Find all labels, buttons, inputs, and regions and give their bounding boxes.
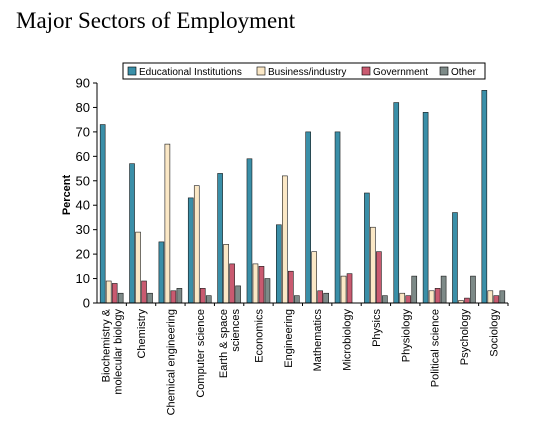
bar (158, 241, 165, 304)
bar (217, 173, 223, 304)
bar (235, 285, 241, 304)
legend-swatch (361, 66, 371, 76)
bar (193, 185, 200, 304)
bar (346, 273, 353, 304)
legend-label: Other (451, 67, 477, 78)
y-tick-label: 20 (76, 247, 90, 262)
x-tick-label: Mathematics (312, 309, 324, 372)
bar (399, 292, 406, 304)
bar (105, 280, 112, 304)
x-tick-label: Physiology (400, 309, 412, 363)
bar (282, 175, 288, 304)
x-tick-label: Biochemistry & (101, 308, 113, 382)
legend: Educational Institutions Business/industr… (122, 62, 486, 80)
y-axis-label: Percent (61, 174, 73, 215)
y-tick-label: 60 (76, 149, 90, 164)
bar (370, 226, 376, 304)
bar (481, 90, 488, 304)
bar (311, 251, 317, 304)
x-tick-label: Earth & space (218, 309, 230, 378)
y-tick-label: 30 (76, 222, 90, 237)
legend-label: Government (373, 67, 428, 78)
bar (117, 292, 124, 304)
x-tick-label: Chemistry (136, 309, 148, 359)
bar (258, 266, 265, 304)
y-tick-label: 10 (76, 271, 90, 286)
bars-group (99, 90, 506, 304)
bar (405, 295, 412, 304)
bar (187, 197, 194, 304)
bar (111, 283, 118, 304)
bar (340, 275, 347, 304)
bar (288, 270, 294, 304)
bar (317, 290, 323, 304)
bar (229, 263, 235, 304)
bar (135, 231, 141, 304)
bar (428, 290, 435, 304)
x-tick-label: Microbiology (342, 309, 354, 371)
bar (499, 290, 506, 304)
bar (440, 275, 447, 304)
bar (411, 275, 418, 304)
bar (264, 278, 271, 304)
bar (452, 212, 458, 304)
bar (276, 224, 282, 304)
x-tick-label: Psychology (459, 309, 471, 366)
bar (205, 295, 212, 304)
bar (334, 131, 341, 304)
x-tick-label: Political science (430, 309, 442, 387)
page-title: Major Sectors of Employment (16, 8, 296, 33)
bar (493, 295, 500, 304)
bar (376, 251, 382, 304)
bar (434, 288, 441, 304)
x-tick-label: Computer science (195, 309, 207, 398)
bar (164, 143, 171, 304)
x-tick-label: Economics (253, 309, 265, 363)
y-tick-label: 90 (76, 76, 90, 91)
x-tick-label: Engineering (283, 309, 295, 368)
bar (129, 163, 135, 304)
bar (294, 295, 300, 304)
bar (393, 102, 400, 304)
y-tick-label: 80 (76, 100, 90, 115)
y-tick-label: 70 (76, 124, 90, 139)
bar (470, 275, 476, 304)
bar (305, 131, 311, 304)
bar (199, 288, 206, 304)
x-tick-label: Chemical engineering (165, 309, 177, 415)
axes-group: 0 10 20 30 40 50 60 70 80 90 Percent Biochemistry &… (61, 76, 509, 415)
x-tick-label: Physics (371, 309, 383, 347)
legend-swatch (127, 66, 137, 76)
bar (170, 290, 177, 304)
bar (323, 292, 329, 304)
bar (382, 295, 388, 304)
bar (487, 290, 494, 304)
bar (464, 297, 470, 304)
legend-box (122, 62, 486, 80)
y-tick-label: 0 (83, 296, 90, 311)
x-tick-label: Sociology (488, 309, 500, 357)
bar (246, 158, 253, 304)
y-tick-label: 40 (76, 198, 90, 213)
legend-swatch (439, 66, 449, 76)
legend-swatch (256, 66, 266, 76)
bar (147, 292, 153, 304)
bar (99, 124, 106, 304)
y-tick-label: 50 (76, 173, 90, 188)
legend-label: Educational Institutions (139, 67, 242, 78)
bar (141, 280, 147, 304)
bar (252, 263, 259, 304)
bar (176, 288, 183, 304)
legend-label: Business/industry (268, 67, 346, 78)
x-tick-label: sciences (230, 309, 242, 352)
bar (422, 112, 429, 304)
bar (223, 244, 229, 304)
bar (364, 192, 370, 304)
x-tick-label: molecular biology (113, 309, 125, 395)
